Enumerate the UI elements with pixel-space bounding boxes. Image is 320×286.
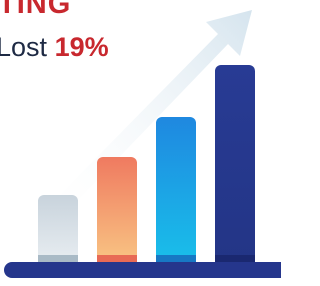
bar-base [156,255,196,263]
stat-line: Lost 19% [0,32,109,63]
base-line [4,262,281,278]
bar-illustration [215,65,255,265]
stat-prefix: Lost [0,32,47,62]
bar-illustration [97,157,137,265]
stat-value: 19% [55,32,109,62]
bar-illustration [38,195,78,265]
heading: TING [0,0,71,21]
bar-base [38,255,78,263]
bar-illustration [156,117,196,265]
bar-base [97,255,137,263]
bar-base [215,255,255,263]
page: {"heading": "TING", "stat": {"prefix": "… [0,0,281,286]
